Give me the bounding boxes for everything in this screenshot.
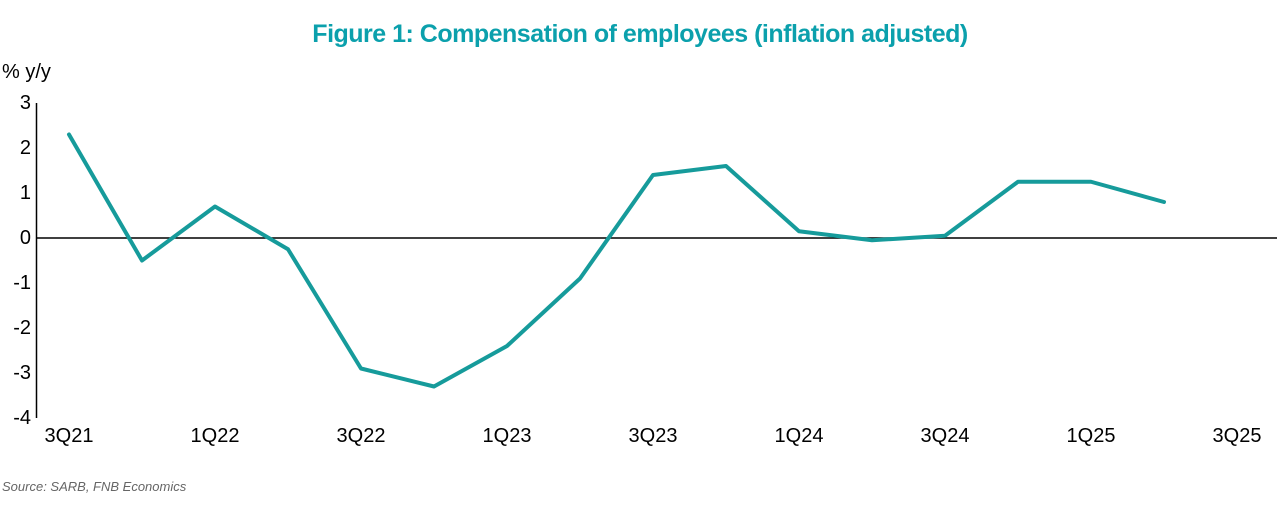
x-axis-tick-label: 3Q22 [336, 425, 386, 447]
y-axis-tick-label: -1 [13, 272, 31, 294]
y-axis-tick-label: 3 [19, 92, 31, 114]
chart-title: Figure 1: Compensation of employees (inf… [312, 20, 968, 48]
x-axis-tick-label: 1Q22 [190, 425, 240, 447]
y-axis-tick-label: 0 [19, 227, 31, 249]
x-axis-tick-label: 3Q21 [44, 425, 94, 447]
source-note: Source: SARB, FNB Economics [2, 479, 187, 494]
compensation-line-series [67, 132, 1166, 389]
x-axis-tick-label: 3Q23 [628, 425, 678, 447]
y-axis-unit-label: % y/y [2, 61, 51, 83]
x-axis-tick-label: 1Q24 [774, 425, 824, 447]
x-axis-tick-label: 3Q25 [1212, 425, 1262, 447]
x-axis-tick-label: 3Q24 [920, 425, 970, 447]
x-axis-tick-label: 1Q25 [1066, 425, 1116, 447]
x-axis-tick-label: 1Q23 [482, 425, 532, 447]
y-axis-tick-label: 1 [19, 182, 31, 204]
y-axis-tick-label: -2 [13, 317, 31, 339]
y-axis-tick-label: -3 [13, 362, 31, 384]
y-axis-tick-label: 2 [19, 137, 31, 159]
y-axis-tick-label: -4 [13, 407, 31, 429]
